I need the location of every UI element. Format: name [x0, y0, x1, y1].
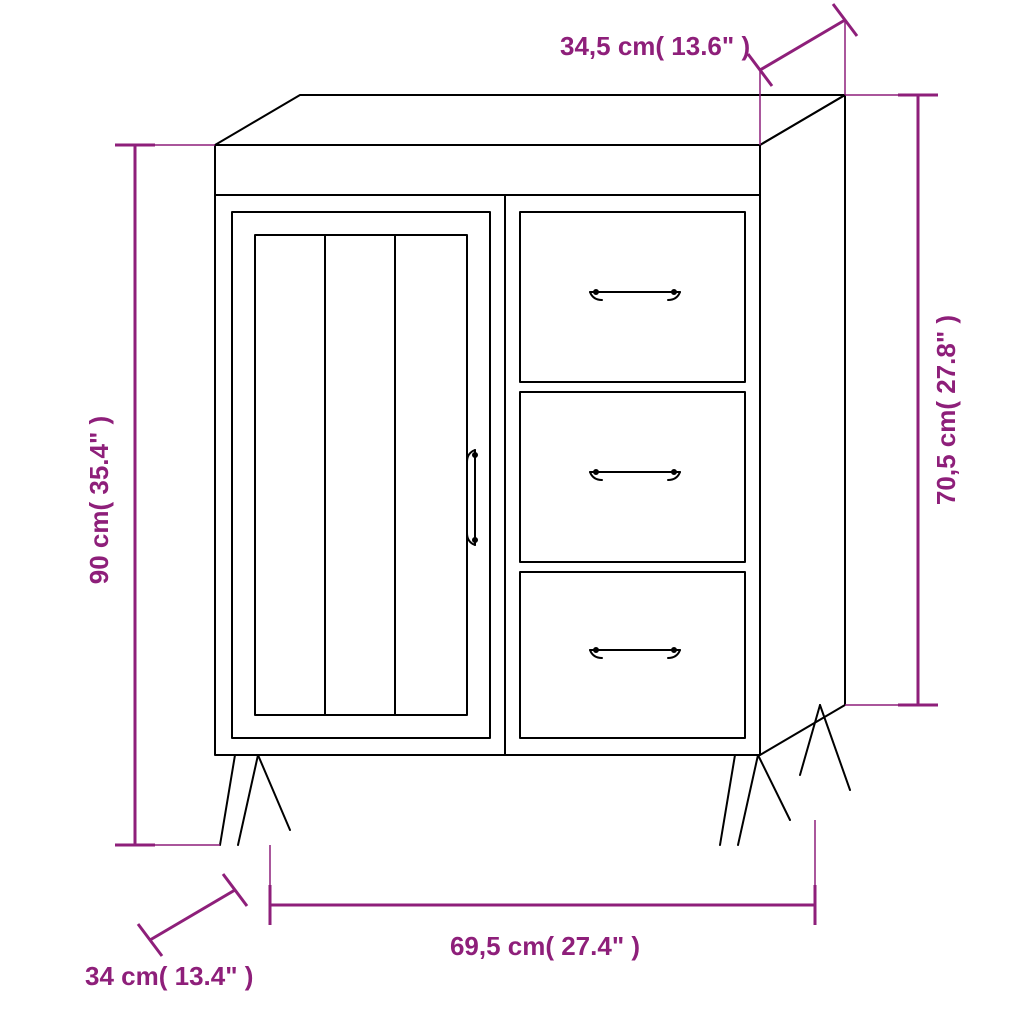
label-left-height: 90 cm( 35.4" )	[84, 416, 114, 584]
dim-top-depth	[748, 4, 857, 145]
drawer-handle-2	[590, 470, 680, 480]
label-right-height: 70,5 cm( 27.8" )	[931, 315, 961, 505]
door-handle	[467, 450, 477, 545]
dim-right-height	[845, 95, 938, 705]
dimension-lines	[115, 4, 938, 956]
dim-left-height	[115, 145, 220, 845]
label-bottom-depth: 34 cm( 13.4" )	[85, 961, 253, 991]
drawer-handle-3	[590, 648, 680, 658]
drawer-handle-1	[590, 290, 680, 300]
dim-bottom-width	[270, 820, 815, 925]
label-top-depth: 34,5 cm( 13.6" )	[560, 31, 750, 61]
dim-bottom-depth	[138, 874, 247, 956]
label-bottom-width: 69,5 cm( 27.4" )	[450, 931, 640, 961]
cabinet-outline	[215, 95, 850, 845]
dimension-diagram: 34,5 cm( 13.6" ) 90 cm( 35.4" ) 70,5 cm(…	[0, 0, 1024, 1024]
